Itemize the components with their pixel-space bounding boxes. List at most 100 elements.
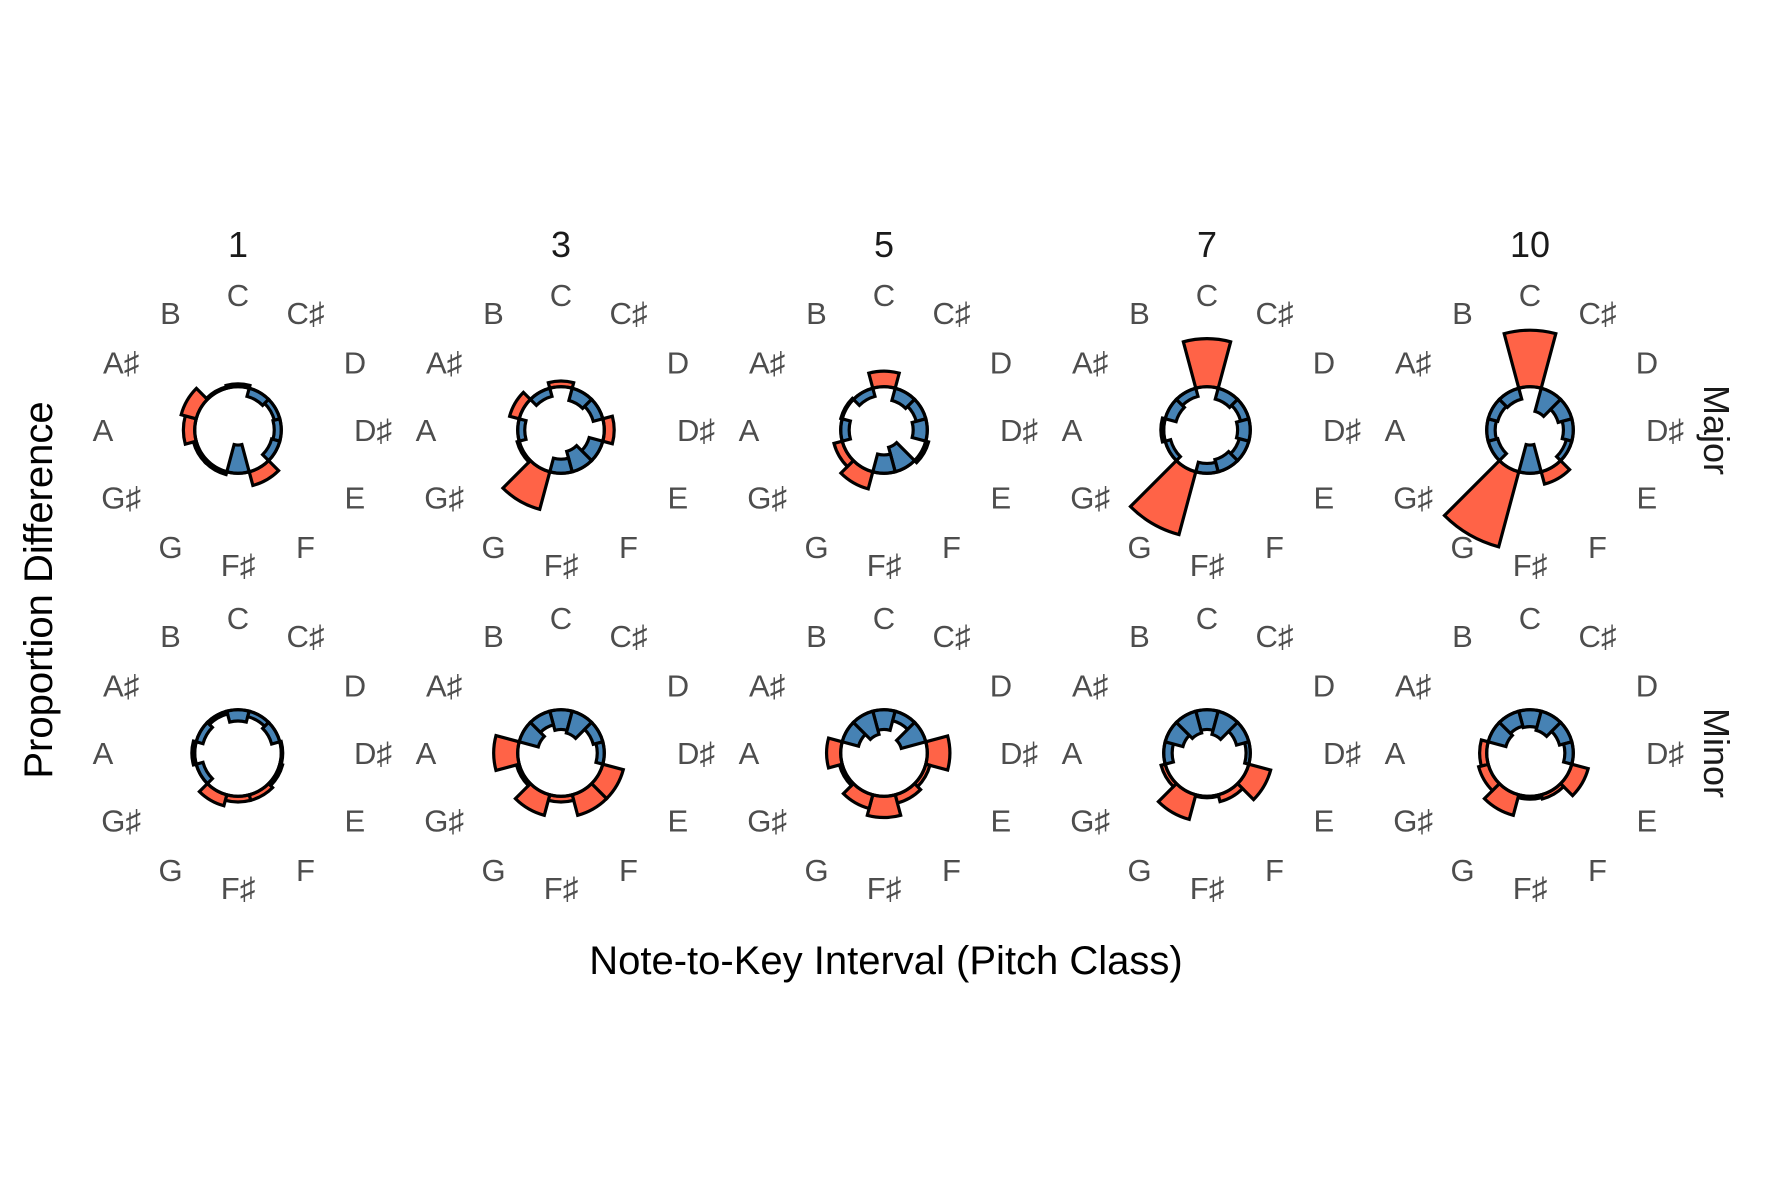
pitch-class-tick-label: F	[1588, 530, 1607, 565]
pitch-class-tick-label: D♯	[1646, 413, 1684, 448]
pitch-class-tick-label: A	[739, 413, 760, 448]
pitch-class-tick-label: G	[1450, 853, 1474, 888]
pitch-class-tick-label: G♯	[747, 804, 787, 839]
pitch-class-tick-label: G♯	[747, 481, 787, 516]
pitch-class-tick-label: E	[1637, 804, 1658, 839]
pitch-class-tick-label: C♯	[1256, 296, 1294, 331]
pitch-class-tick-label: D♯	[677, 736, 715, 771]
pitch-class-tick-label: D	[344, 669, 366, 704]
pitch-class-tick-label: C♯	[287, 296, 325, 331]
pitch-class-tick-label: F	[942, 530, 961, 565]
pitch-class-tick-label: G♯	[101, 481, 141, 516]
pitch-class-tick-label: G♯	[1393, 804, 1433, 839]
pitch-class-tick-label: C	[1519, 278, 1541, 313]
pitch-class-tick-label: D♯	[1000, 413, 1038, 448]
pitch-class-tick-label: F	[1265, 853, 1284, 888]
pitch-class-tick-label: C♯	[1256, 619, 1294, 654]
polar-bar	[870, 452, 898, 475]
polar-panel: CC♯DD♯EFF♯GG♯AA♯B	[93, 278, 392, 583]
row-strip-label: Minor	[1696, 708, 1737, 798]
pitch-class-tick-label: G♯	[1393, 481, 1433, 516]
pitch-class-tick-label: D	[990, 669, 1012, 704]
pitch-class-tick-label: C	[1196, 278, 1218, 313]
pitch-class-tick-label: A♯	[426, 669, 462, 704]
pitch-class-tick-label: B	[483, 619, 504, 654]
pitch-class-tick-label: E	[1314, 804, 1335, 839]
pitch-class-tick-label: A	[416, 736, 437, 771]
zero-reference-circle	[1485, 385, 1575, 475]
pitch-class-tick-label: C	[1519, 601, 1541, 636]
pitch-class-tick-label: E	[1637, 481, 1658, 516]
pitch-class-tick-label: C♯	[610, 296, 648, 331]
pitch-class-tick-label: A♯	[749, 346, 785, 381]
pitch-class-tick-label: B	[1452, 619, 1473, 654]
pitch-class-tick-label: E	[345, 804, 366, 839]
pitch-class-tick-label: F	[619, 853, 638, 888]
pitch-class-tick-label: A♯	[1395, 669, 1431, 704]
pitch-class-tick-label: G	[804, 530, 828, 565]
x-axis-title: Note-to-Key Interval (Pitch Class)	[589, 939, 1183, 983]
pitch-class-tick-label: A♯	[103, 346, 139, 381]
pitch-class-tick-label: G♯	[424, 481, 464, 516]
zero-reference-circle	[1162, 385, 1252, 475]
pitch-class-tick-label: F♯	[1513, 548, 1547, 583]
zero-reference-circle	[1162, 708, 1252, 798]
column-strip-label: 5	[874, 224, 894, 265]
pitch-class-tick-label: F♯	[544, 548, 578, 583]
pitch-class-tick-label: D♯	[1323, 413, 1361, 448]
pitch-class-tick-label: E	[991, 804, 1012, 839]
pitch-class-tick-label: D	[344, 346, 366, 381]
pitch-class-tick-label: E	[668, 804, 689, 839]
pitch-class-tick-label: B	[1129, 296, 1150, 331]
pitch-class-tick-label: A	[739, 736, 760, 771]
pitch-class-tick-label: C	[1196, 601, 1218, 636]
pitch-class-tick-label: A♯	[749, 669, 785, 704]
pitch-class-tick-label: G	[1127, 530, 1151, 565]
pitch-class-tick-label: C♯	[287, 619, 325, 654]
pitch-class-tick-label: A	[93, 413, 114, 448]
polar-panel: CC♯DD♯EFF♯GG♯AA♯B	[1385, 278, 1684, 583]
pitch-class-tick-label: A	[1062, 736, 1083, 771]
pitch-class-tick-label: E	[1314, 481, 1335, 516]
pitch-class-tick-label: D♯	[354, 736, 392, 771]
zero-reference-circle	[839, 385, 929, 475]
zero-reference-circle	[516, 385, 606, 475]
pitch-class-tick-label: F♯	[1190, 548, 1224, 583]
facet-panels: CC♯DD♯EFF♯GG♯AA♯BCC♯DD♯EFF♯GG♯AA♯BCC♯DD♯…	[93, 278, 1684, 906]
pitch-class-tick-label: G♯	[101, 804, 141, 839]
polar-panel: CC♯DD♯EFF♯GG♯AA♯B	[739, 278, 1038, 583]
pitch-class-tick-label: G	[804, 853, 828, 888]
polar-panel: CC♯DD♯EFF♯GG♯AA♯B	[416, 278, 715, 583]
column-strip-label: 7	[1197, 224, 1217, 265]
pitch-class-tick-label: F	[619, 530, 638, 565]
zero-reference-circle	[516, 708, 606, 798]
pitch-class-tick-label: A	[416, 413, 437, 448]
pitch-class-tick-label: B	[483, 296, 504, 331]
polar-panel: CC♯DD♯EFF♯GG♯AA♯B	[1062, 278, 1361, 583]
pitch-class-tick-label: C	[873, 601, 895, 636]
pitch-class-tick-label: D	[667, 669, 689, 704]
facet-strips: 1 3 5 7 10 Major Minor	[228, 224, 1737, 798]
pitch-class-tick-label: E	[668, 481, 689, 516]
pitch-class-tick-label: A	[1385, 413, 1406, 448]
pitch-class-tick-label: G	[1127, 853, 1151, 888]
polar-panel: CC♯DD♯EFF♯GG♯AA♯B	[739, 601, 1038, 906]
pitch-class-tick-label: E	[991, 481, 1012, 516]
pitch-class-tick-label: A♯	[426, 346, 462, 381]
pitch-class-tick-label: E	[345, 481, 366, 516]
pitch-class-tick-label: B	[160, 619, 181, 654]
pitch-class-tick-label: C	[550, 278, 572, 313]
pitch-class-tick-label: F	[1588, 853, 1607, 888]
pitch-class-tick-label: D	[990, 346, 1012, 381]
pitch-class-tick-label: F	[942, 853, 961, 888]
polar-panel: CC♯DD♯EFF♯GG♯AA♯B	[93, 601, 392, 906]
polar-panel: CC♯DD♯EFF♯GG♯AA♯B	[416, 601, 715, 906]
pitch-class-tick-label: D	[1636, 346, 1658, 381]
column-strip-label: 1	[228, 224, 248, 265]
pitch-class-tick-label: G♯	[1070, 481, 1110, 516]
polar-bar	[492, 733, 522, 773]
pitch-class-tick-label: C♯	[933, 619, 971, 654]
pitch-class-tick-label: A♯	[103, 669, 139, 704]
pitch-class-tick-label: A♯	[1072, 669, 1108, 704]
